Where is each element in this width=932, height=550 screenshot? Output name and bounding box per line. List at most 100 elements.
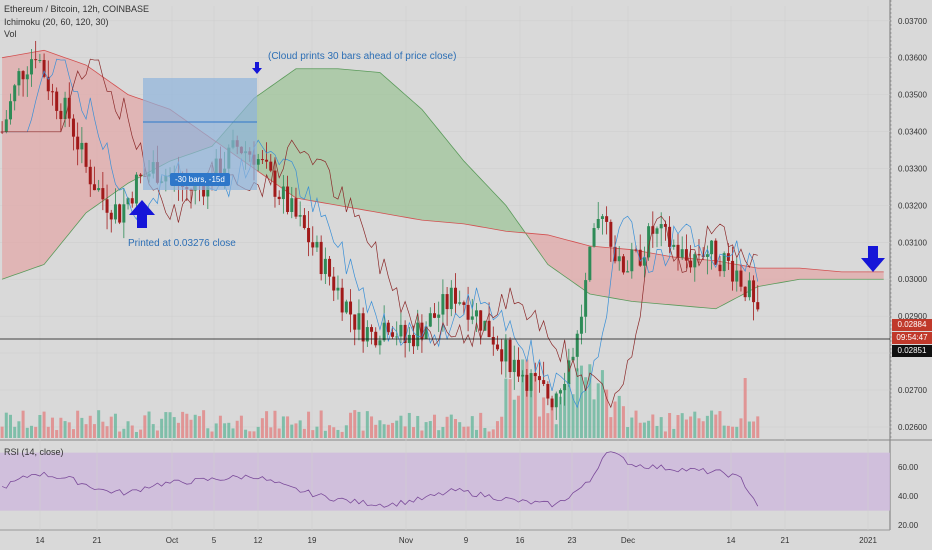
volume-bar (42, 411, 46, 438)
volume-bar (701, 421, 705, 438)
volume-legend[interactable]: Vol (4, 29, 17, 39)
candle-body (336, 287, 340, 291)
price-axis[interactable] (890, 0, 932, 530)
volume-bar (202, 410, 206, 438)
volume-bar (67, 422, 71, 438)
rsi-tick-label: 60.00 (898, 463, 919, 472)
candle-body (445, 294, 449, 310)
volume-bar (374, 424, 378, 438)
cloud-segment (216, 68, 527, 235)
candle-body (676, 244, 680, 258)
candle-body (638, 249, 642, 266)
volume-bar (647, 420, 651, 438)
cloud-note[interactable]: (Cloud prints 30 bars ahead of price clo… (268, 51, 457, 62)
volume-bar (244, 429, 248, 438)
volume-bar (500, 416, 504, 438)
volume-bar (252, 431, 256, 438)
candle-body (634, 249, 638, 251)
candle-body (504, 339, 508, 362)
y-tick-label: 0.03200 (898, 201, 927, 210)
candle-body (516, 359, 520, 377)
volume-bar (357, 411, 361, 438)
printed-note[interactable]: Printed at 0.03276 close (128, 238, 236, 249)
volume-bar (684, 419, 688, 438)
volume-bar (189, 419, 193, 438)
volume-bar (130, 425, 134, 438)
ichimoku-legend[interactable]: Ichimoku (20, 60, 120, 30) (4, 17, 109, 27)
candle-body (584, 280, 588, 317)
candle-body (710, 240, 714, 255)
candle-body (332, 276, 336, 291)
volume-bar (462, 426, 466, 438)
rsi-legend[interactable]: RSI (14, close) (4, 447, 64, 457)
volume-bar (668, 413, 672, 438)
candle-body (542, 380, 546, 384)
volume-bar (546, 413, 550, 438)
volume-bar (25, 427, 29, 438)
candle-body (13, 85, 17, 102)
volume-bar (370, 416, 374, 438)
candle-body (328, 258, 332, 277)
y-tick-label: 0.03600 (898, 54, 927, 63)
volume-bar (84, 424, 88, 438)
x-tick-label: 16 (516, 536, 525, 545)
volume-bar (466, 426, 470, 438)
volume-bar (328, 425, 332, 438)
volume-bar (516, 395, 520, 438)
x-tick-label: 2021 (859, 536, 877, 545)
volume-bar (344, 425, 348, 438)
volume-bar (235, 420, 239, 438)
candle-body (92, 184, 96, 191)
volume-bar (378, 420, 382, 438)
volume-bar (340, 431, 344, 438)
volume-bar (34, 426, 38, 438)
candle-body (386, 322, 390, 333)
candle-body (558, 390, 562, 394)
candle-body (747, 280, 751, 298)
candle-body (391, 332, 395, 337)
x-tick-label: 14 (727, 536, 736, 545)
volume-bar (223, 423, 227, 438)
chart-title: Ethereum / Bitcoin, 12h, COINBASE (4, 4, 150, 14)
volume-bar (113, 413, 117, 438)
volume-bar (206, 428, 210, 438)
volume-bar (651, 414, 655, 438)
small-down-arrow-icon (252, 62, 262, 74)
candle-body (579, 316, 583, 334)
volume-bar (449, 414, 453, 438)
rsi-tick-label: 40.00 (898, 492, 919, 501)
volume-bar (269, 427, 273, 438)
volume-bar (433, 414, 437, 438)
volume-bar (575, 368, 579, 438)
candle-body (4, 119, 8, 132)
candle-body (139, 174, 143, 176)
volume-bar (474, 429, 478, 438)
volume-bar (319, 410, 323, 438)
volume-bar (680, 413, 684, 438)
x-tick-label: 12 (254, 536, 263, 545)
x-tick-label: 21 (93, 536, 102, 545)
candle-body (361, 313, 365, 342)
candle-body (130, 198, 134, 204)
candle-body (613, 246, 617, 262)
candle-body (470, 316, 474, 320)
candle-body (642, 257, 646, 266)
volume-bar (332, 427, 336, 438)
volume-bar (185, 413, 189, 438)
volume-bar (63, 421, 67, 438)
candle-body (349, 301, 353, 315)
volume-bar (521, 359, 525, 438)
rsi-tick-label: 20.00 (898, 521, 919, 530)
axis-ticks: 0.03700 0.03600 0.03500 0.03400 0.03300 0.032… (36, 17, 928, 545)
volume-bar (218, 415, 222, 438)
candle-body (466, 304, 470, 320)
measure-box[interactable] (143, 78, 257, 190)
volume-bar (752, 421, 756, 438)
volume-bar (265, 411, 269, 438)
volume-bar (353, 410, 357, 438)
volume-bar (38, 414, 42, 438)
volume-bar (273, 410, 277, 438)
x-tick-label: Dec (621, 536, 635, 545)
volume-bar (483, 427, 487, 438)
volume-bar (59, 417, 63, 438)
